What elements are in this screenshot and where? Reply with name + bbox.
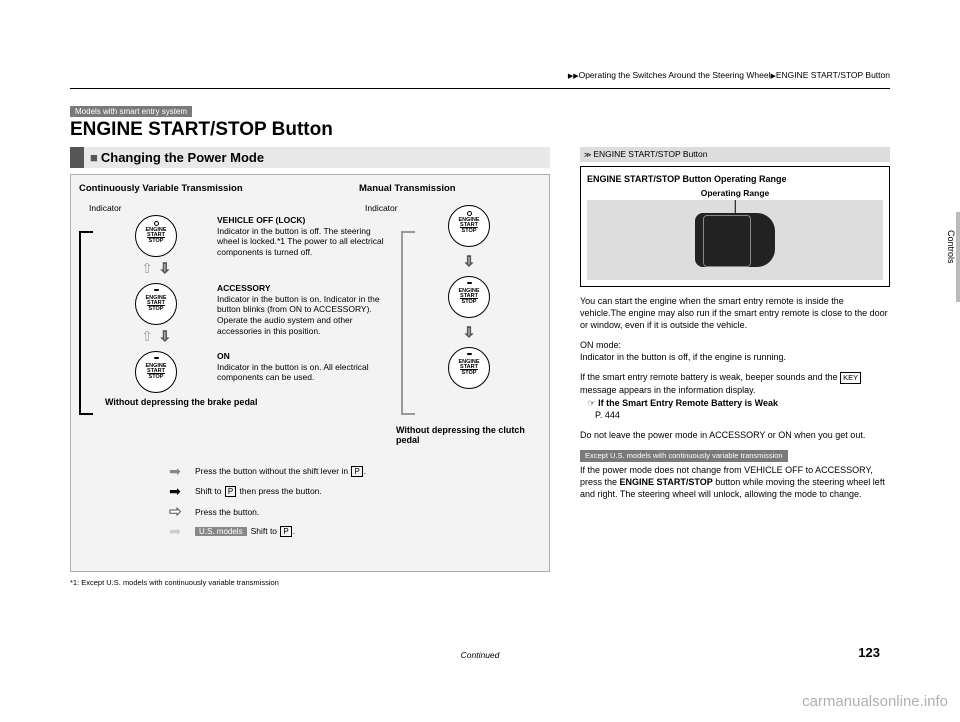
sidebar-para4: Do not leave the power mode in ACCESSORY… <box>580 429 890 441</box>
breadcrumb: ▶▶Operating the Switches Around the Stee… <box>70 70 890 89</box>
breadcrumb-section: Operating the Switches Around the Steeri… <box>579 70 771 80</box>
legend-row-1: ➡ Press the button without the shift lev… <box>161 463 491 480</box>
diagram: Continuously Variable Transmission Manua… <box>70 174 550 572</box>
info-header: ≫ENGINE START/STOP Button <box>580 147 890 162</box>
state-on-name: ON <box>217 351 230 361</box>
state-acc-desc: Indicator in the button is on. Indicator… <box>217 294 380 336</box>
car-icon <box>695 213 775 267</box>
page-number: 123 <box>858 645 880 660</box>
btn-l3: STOP <box>149 239 164 245</box>
footnote: *1: Except U.S. models with continuously… <box>70 578 550 587</box>
state-on-desc: Indicator in the button is on. All elect… <box>217 362 369 383</box>
link-page: P. 444 <box>595 410 620 420</box>
side-tab-controls: Controls <box>946 230 956 264</box>
range-graphic: Operating Range <box>587 200 883 280</box>
engine-button-off: ENGINE START STOP <box>135 215 177 257</box>
engine-button-acc: ENGINE START STOP <box>135 283 177 325</box>
state-off-name: VEHICLE OFF (LOCK) <box>217 215 305 225</box>
sidebar-para1: You can start the engine when the smart … <box>580 295 890 331</box>
range-title: ENGINE START/STOP Button Operating Range <box>587 173 883 185</box>
without-brake-note: Without depressing the brake pedal <box>105 397 391 407</box>
continued-label: Continued <box>461 650 500 660</box>
col-title-cvt: Continuously Variable Transmission <box>79 183 359 194</box>
legend-row-4: ➡ U.S. models Shift to P. <box>161 523 491 540</box>
section-header: ■Changing the Power Mode <box>70 147 550 168</box>
except-tag: Except U.S. models with continuously var… <box>580 450 788 462</box>
range-label: Operating Range <box>701 188 769 199</box>
sidebar-para5: If the power mode does not change from V… <box>580 464 890 500</box>
sidebar-para3: If the smart entry remote battery is wea… <box>580 371 890 421</box>
page-title: ENGINE START/STOP Button <box>70 119 890 141</box>
state-off-desc: Indicator in the button is off. The stee… <box>217 226 384 257</box>
indicator-label-left: Indicator <box>89 203 122 213</box>
without-clutch-note: Without depressing the clutch pedal <box>396 425 549 445</box>
legend-row-3: ➡ Press the button. <box>161 503 491 520</box>
breadcrumb-subsection: ENGINE START/STOP Button <box>776 70 890 80</box>
indicator-label-right: Indicator <box>365 203 398 213</box>
key-badge: KEY <box>840 372 861 384</box>
engine-button-off-m: ENGINE START STOP <box>448 205 490 247</box>
sidebar-para2: ON mode:Indicator in the button is off, … <box>580 339 890 363</box>
us-models-tag: U.S. models <box>195 527 247 536</box>
state-acc-name: ACCESSORY <box>217 283 271 293</box>
engine-button-acc-m: ENGINE START STOP <box>448 276 490 318</box>
bracket-cvt <box>79 231 93 415</box>
section-header-text: Changing the Power Mode <box>101 150 264 165</box>
link-weak-battery: If the Smart Entry Remote Battery is Wea… <box>598 398 778 408</box>
watermark: carmanualsonline.info <box>802 693 948 710</box>
col-title-manual: Manual Transmission <box>359 183 541 194</box>
models-tag: Models with smart entry system <box>70 106 192 117</box>
engine-button-on-m: ENGINE START STOP <box>448 347 490 389</box>
operating-range-box: ENGINE START/STOP Button Operating Range… <box>580 166 890 286</box>
engine-button-on: ENGINE START STOP <box>135 351 177 393</box>
legend-row-2: ➡ Shift to P then press the button. <box>161 483 491 500</box>
